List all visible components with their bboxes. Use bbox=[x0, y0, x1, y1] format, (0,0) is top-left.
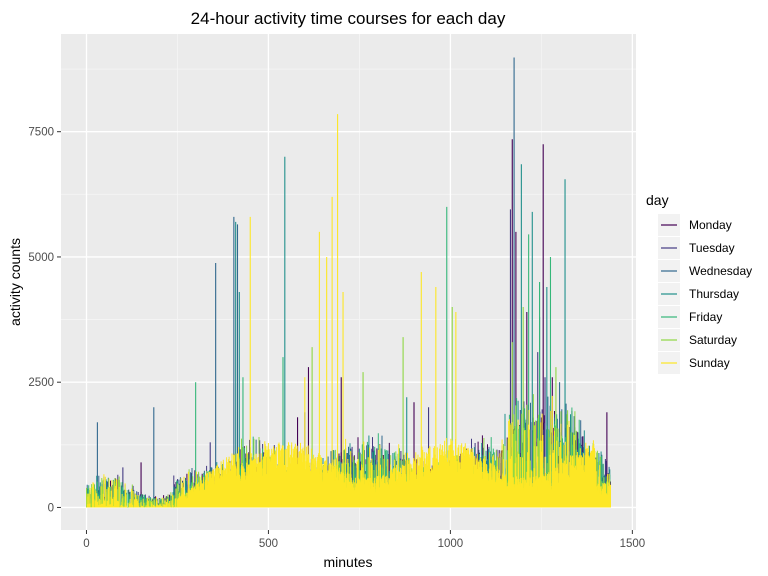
legend-label: Monday bbox=[689, 218, 732, 232]
x-axis: 0 500 1000 1500 bbox=[83, 530, 645, 550]
x-tick-label: 1500 bbox=[620, 538, 646, 550]
legend-label: Wednesday bbox=[689, 264, 752, 278]
x-tick-label: 500 bbox=[259, 538, 278, 550]
legend: day Monday Tuesday Wednesday Thursday Friday… bbox=[646, 192, 752, 374]
legend-item-wednesday: Wednesday bbox=[658, 260, 752, 282]
y-tick-label: 5000 bbox=[28, 252, 54, 264]
legend-title: day bbox=[646, 192, 669, 208]
y-axis-title: activity counts bbox=[7, 238, 23, 326]
chart-title: 24-hour activity time courses for each d… bbox=[191, 9, 506, 28]
y-tick-label: 7500 bbox=[28, 127, 54, 139]
series-layer bbox=[86, 57, 611, 508]
legend-label: Saturday bbox=[689, 333, 737, 347]
legend-item-sunday: Sunday bbox=[658, 352, 730, 374]
series-sunday-fill bbox=[177, 438, 611, 508]
series-line bbox=[177, 438, 611, 508]
legend-label: Tuesday bbox=[689, 241, 735, 255]
x-tick-label: 1000 bbox=[438, 538, 464, 550]
grid-minor bbox=[61, 34, 636, 530]
legend-item-monday: Monday bbox=[658, 214, 732, 236]
legend-label: Thursday bbox=[689, 287, 739, 301]
y-tick-label: 0 bbox=[48, 502, 54, 514]
x-axis-title: minutes bbox=[323, 554, 372, 570]
y-tick-label: 2500 bbox=[28, 377, 54, 389]
legend-item-tuesday: Tuesday bbox=[658, 237, 735, 259]
y-axis: 0 2500 5000 7500 bbox=[28, 127, 61, 514]
legend-item-thursday: Thursday bbox=[658, 283, 739, 305]
x-tick-label: 0 bbox=[83, 538, 89, 550]
legend-item-saturday: Saturday bbox=[658, 329, 737, 351]
legend-label: Friday bbox=[689, 310, 722, 324]
legend-label: Sunday bbox=[689, 356, 730, 370]
legend-item-friday: Friday bbox=[658, 306, 722, 328]
